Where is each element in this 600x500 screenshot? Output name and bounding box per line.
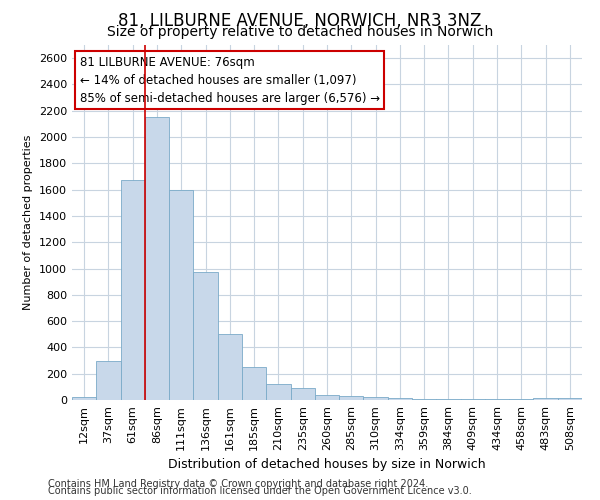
Bar [533,398,558,400]
Bar [121,180,145,400]
Bar [485,399,509,400]
Bar [461,399,485,400]
Bar [242,367,266,400]
Bar [193,272,218,400]
Bar [339,396,364,400]
Bar [266,384,290,400]
Text: Contains public sector information licensed under the Open Government Licence v3: Contains public sector information licen… [48,486,472,496]
Bar [412,398,436,400]
Y-axis label: Number of detached properties: Number of detached properties [23,135,34,310]
X-axis label: Distribution of detached houses by size in Norwich: Distribution of detached houses by size … [168,458,486,471]
Bar [169,190,193,400]
Bar [290,388,315,400]
Bar [436,398,461,400]
Bar [315,394,339,400]
Bar [218,334,242,400]
Bar [388,398,412,400]
Text: 81, LILBURNE AVENUE, NORWICH, NR3 3NZ: 81, LILBURNE AVENUE, NORWICH, NR3 3NZ [118,12,482,30]
Bar [364,398,388,400]
Text: Size of property relative to detached houses in Norwich: Size of property relative to detached ho… [107,25,493,39]
Bar [145,118,169,400]
Bar [72,396,96,400]
Text: 81 LILBURNE AVENUE: 76sqm
← 14% of detached houses are smaller (1,097)
85% of se: 81 LILBURNE AVENUE: 76sqm ← 14% of detac… [80,56,380,104]
Bar [96,360,121,400]
Text: Contains HM Land Registry data © Crown copyright and database right 2024.: Contains HM Land Registry data © Crown c… [48,479,428,489]
Bar [558,398,582,400]
